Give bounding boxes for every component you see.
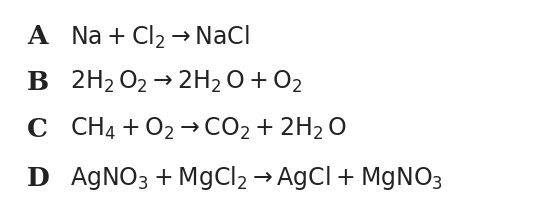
Text: C: C bbox=[27, 116, 48, 141]
Text: B: B bbox=[27, 69, 49, 94]
Text: $\mathrm{2H_2\,O_2 \rightarrow 2H_2\,O + O_2}$: $\mathrm{2H_2\,O_2 \rightarrow 2H_2\,O +… bbox=[70, 69, 302, 95]
Text: $\mathrm{CH_4 + O_2 \rightarrow CO_2 + 2H_2\,O}$: $\mathrm{CH_4 + O_2 \rightarrow CO_2 + 2… bbox=[70, 115, 347, 142]
Text: $\mathrm{Na + Cl_2 \rightarrow NaCl}$: $\mathrm{Na + Cl_2 \rightarrow NaCl}$ bbox=[70, 23, 250, 50]
Text: A: A bbox=[27, 24, 47, 49]
Text: D: D bbox=[27, 165, 50, 190]
Text: $\mathrm{AgNO_3 + MgCl_2 \rightarrow AgCl + MgNO_3}$: $\mathrm{AgNO_3 + MgCl_2 \rightarrow AgC… bbox=[70, 164, 443, 191]
